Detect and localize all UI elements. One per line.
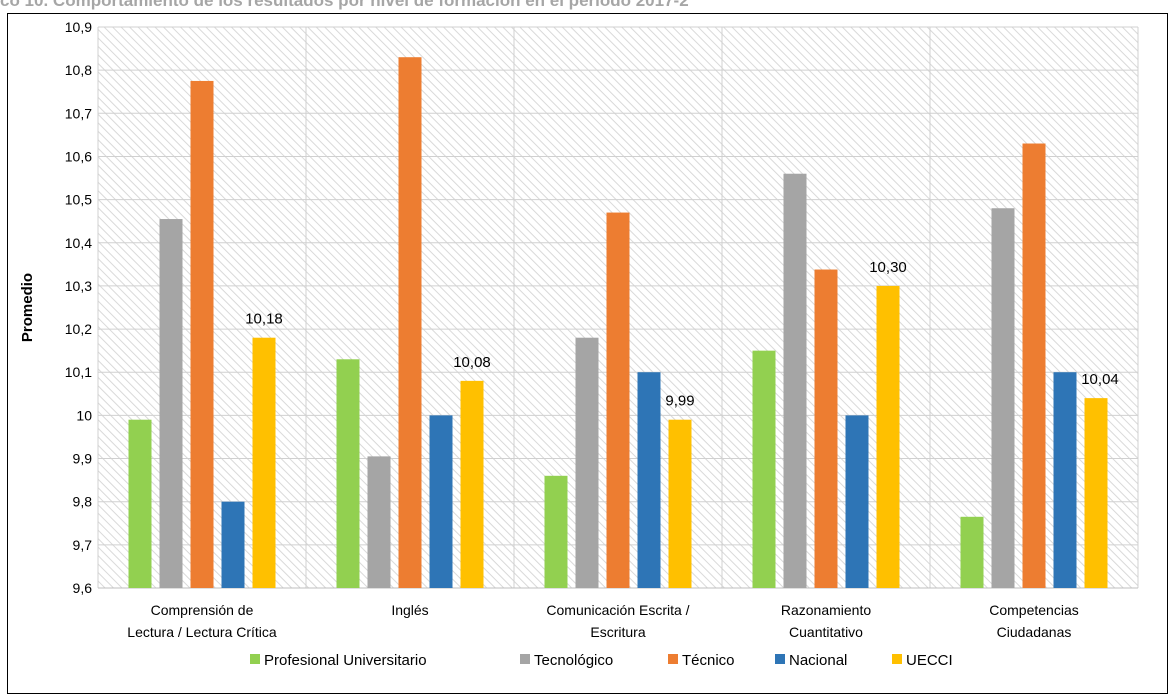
bar bbox=[460, 380, 484, 588]
bar bbox=[159, 219, 183, 589]
chart-frame bbox=[7, 13, 1168, 694]
y-tick-label: 10,9 bbox=[65, 19, 92, 35]
bar bbox=[252, 337, 276, 588]
legend: Profesional Universitario Tecnológico Técn… bbox=[250, 652, 953, 669]
y-tick-label: 10,4 bbox=[65, 235, 92, 251]
bar bbox=[876, 285, 900, 588]
data-label: 10,30 bbox=[869, 259, 907, 276]
bar bbox=[221, 501, 245, 588]
bar bbox=[128, 419, 152, 588]
bar bbox=[190, 80, 214, 588]
x-axis-categories: Comprensión de Lectura / Lectura Crítica I… bbox=[127, 602, 1078, 640]
legend-label: Profesional Universitario bbox=[264, 652, 427, 669]
data-label: 10,04 bbox=[1081, 371, 1119, 388]
legend-swatch bbox=[668, 654, 678, 664]
bar bbox=[575, 337, 599, 588]
bar bbox=[668, 419, 692, 588]
y-tick-label: 9,6 bbox=[73, 580, 93, 596]
bar bbox=[991, 208, 1015, 588]
bar bbox=[606, 212, 630, 589]
bar bbox=[336, 359, 360, 588]
legend-swatch bbox=[250, 654, 260, 664]
data-labels: 10,18 10,08 9,99 10,30 10,04 bbox=[245, 259, 1119, 410]
legend-swatch bbox=[520, 654, 530, 664]
x-category-label: Escritura bbox=[590, 624, 645, 640]
data-label: 10,08 bbox=[453, 354, 491, 371]
bar bbox=[367, 456, 391, 588]
bar bbox=[398, 57, 422, 588]
bar bbox=[637, 372, 661, 588]
y-tick-label: 10,2 bbox=[65, 321, 92, 337]
x-category-label: Lectura / Lectura Crítica bbox=[127, 624, 277, 640]
bar bbox=[814, 269, 838, 588]
bar bbox=[544, 475, 568, 588]
bar bbox=[783, 173, 807, 588]
x-category-label: Inglés bbox=[391, 602, 428, 618]
x-category-label: Razonamiento bbox=[781, 602, 871, 618]
x-category-label: Comunicación Escrita / bbox=[546, 602, 689, 618]
y-tick-label: 10,3 bbox=[65, 278, 92, 294]
bar bbox=[429, 415, 453, 588]
bar bbox=[960, 516, 984, 588]
legend-label: Tecnológico bbox=[534, 652, 613, 669]
bars bbox=[128, 57, 1108, 589]
y-tick-label: 10,5 bbox=[65, 192, 92, 208]
y-tick-label: 9,8 bbox=[73, 494, 93, 510]
y-tick-label: 9,9 bbox=[73, 451, 93, 467]
y-tick-label: 10,7 bbox=[65, 105, 92, 121]
y-axis-label: Promedio bbox=[19, 273, 36, 342]
x-category-label: Cuantitativo bbox=[789, 624, 863, 640]
x-category-label: Ciudadanas bbox=[997, 624, 1072, 640]
y-tick-label: 9,7 bbox=[73, 537, 93, 553]
legend-swatch bbox=[775, 654, 785, 664]
y-tick-label: 10,1 bbox=[65, 364, 92, 380]
legend-label: UECCI bbox=[906, 652, 953, 669]
data-label: 9,99 bbox=[665, 393, 694, 410]
bar bbox=[1022, 143, 1046, 588]
bar bbox=[1053, 372, 1077, 588]
legend-swatch bbox=[892, 654, 902, 664]
data-label: 10,18 bbox=[245, 311, 283, 328]
page-title: co 10. Comportamiento de los resultados … bbox=[0, 0, 689, 10]
bar bbox=[1084, 398, 1108, 588]
y-tick-label: 10 bbox=[76, 407, 92, 423]
x-category-label: Competencias bbox=[989, 602, 1079, 618]
x-category-label: Comprensión de bbox=[151, 602, 254, 618]
legend-label: Nacional bbox=[789, 652, 847, 669]
bar bbox=[845, 415, 869, 588]
y-axis-ticks: 9,6 9,7 9,8 9,9 10 10,1 10,2 10,3 10,4 10,5 10,6 10… bbox=[65, 19, 92, 596]
legend-label: Técnico bbox=[682, 652, 735, 669]
y-tick-label: 10,6 bbox=[65, 148, 92, 164]
bar bbox=[752, 350, 776, 588]
y-tick-label: 10,8 bbox=[65, 62, 92, 78]
